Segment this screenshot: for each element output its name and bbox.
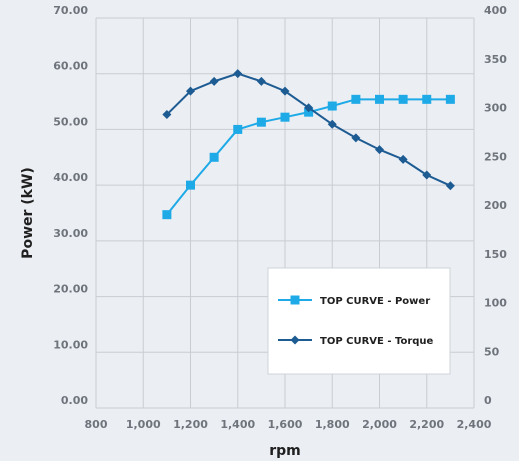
x-tick-label: 2,000 <box>362 418 397 431</box>
data-point <box>304 103 314 113</box>
data-point <box>209 152 219 162</box>
x-axis-ticks: 800 1,000 1,200 1,400 1,600 1,800 2,000 2,200 2,… <box>85 418 492 431</box>
y-tick-label: 70.00 <box>53 4 88 17</box>
data-point <box>422 170 432 180</box>
data-point <box>256 76 266 86</box>
x-axis-title: rpm <box>269 443 301 459</box>
data-point <box>327 101 337 111</box>
data-point <box>445 94 455 104</box>
y2-tick-label: 400 <box>484 4 507 17</box>
data-point <box>162 210 172 220</box>
x-tick-label: 2,400 <box>457 418 492 431</box>
y2-tick-label: 100 <box>484 297 507 310</box>
y2-tick-label: 350 <box>484 53 507 66</box>
legend-marker <box>290 335 300 345</box>
data-point <box>209 76 219 86</box>
y2-tick-label: 300 <box>484 102 507 115</box>
legend-label: TOP CURVE - Power <box>320 296 430 307</box>
data-point <box>375 145 384 155</box>
y-axis-left-ticks: 0.00 10.00 20.00 30.00 40.00 50.00 60.00 70.00 <box>53 4 88 407</box>
legend-item: TOP CURVE - Torque <box>278 335 434 347</box>
data-point <box>256 117 266 127</box>
data-point <box>351 133 361 143</box>
legend-item: TOP CURVE - Power <box>278 295 430 307</box>
y2-tick-label: 150 <box>484 248 507 261</box>
series-group <box>162 69 455 220</box>
x-tick-label: 1,200 <box>173 418 208 431</box>
y-axis-right-ticks: 0 50 100 150 200 250 300 350 400 <box>484 4 507 407</box>
y-tick-label: 20.00 <box>53 283 88 296</box>
x-tick-label: 1,600 <box>268 418 303 431</box>
y-tick-label: 40.00 <box>53 171 88 184</box>
series-torque <box>162 69 455 191</box>
y-tick-label: 30.00 <box>53 227 88 240</box>
y-tick-label: 60.00 <box>53 60 88 73</box>
legend-items: TOP CURVE - Power TOP CURVE - Torque <box>278 295 434 347</box>
data-point <box>398 154 408 164</box>
x-tick-label: 1,400 <box>220 418 255 431</box>
legend-box <box>267 267 451 375</box>
legend: TOP CURVE - Power TOP CURVE - Torque <box>267 267 451 375</box>
data-point <box>327 119 337 129</box>
data-point <box>233 124 243 134</box>
y2-tick-label: 50 <box>484 345 500 358</box>
data-point <box>186 180 195 190</box>
data-point <box>398 94 408 104</box>
data-point <box>186 86 195 96</box>
y-tick-label: 10.00 <box>53 338 88 351</box>
data-point <box>422 94 432 104</box>
data-point <box>375 94 384 104</box>
legend-marker <box>290 295 300 305</box>
y-axis-title: Power (kW) <box>20 167 36 259</box>
legend-label: TOP CURVE - Torque <box>320 336 434 347</box>
data-point <box>351 94 361 104</box>
x-tick-label: 1,800 <box>315 418 350 431</box>
y-tick-label: 50.00 <box>53 115 88 128</box>
x-tick-label: 800 <box>85 418 108 431</box>
y2-tick-label: 250 <box>484 150 507 163</box>
data-point <box>162 110 172 120</box>
x-tick-label: 1,000 <box>126 418 161 431</box>
data-point <box>445 181 455 191</box>
y2-tick-label: 0 <box>484 394 492 407</box>
y-tick-label: 0.00 <box>61 394 88 407</box>
data-point <box>233 69 243 79</box>
x-tick-label: 2,200 <box>409 418 444 431</box>
y2-tick-label: 200 <box>484 199 507 212</box>
data-point <box>280 112 290 122</box>
data-point <box>280 86 290 96</box>
